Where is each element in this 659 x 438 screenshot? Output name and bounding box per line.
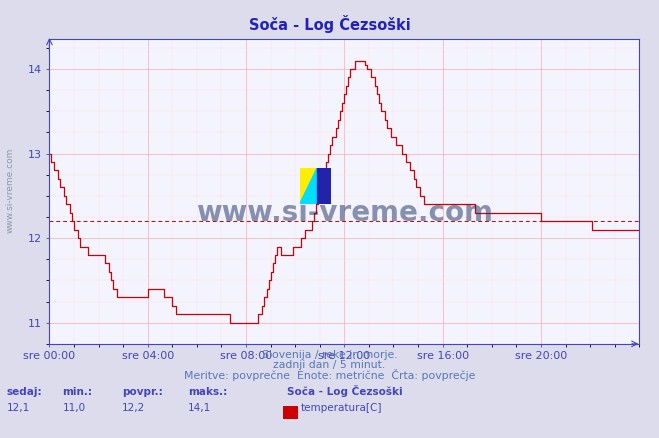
Polygon shape [317, 168, 331, 204]
Text: min.:: min.: [63, 387, 93, 397]
Polygon shape [300, 168, 317, 204]
Text: www.si-vreme.com: www.si-vreme.com [196, 199, 493, 227]
Text: Soča - Log Čezsoški: Soča - Log Čezsoški [248, 15, 411, 33]
Text: 12,2: 12,2 [122, 403, 145, 413]
Text: Meritve: povprečne  Enote: metrične  Črta: povprečje: Meritve: povprečne Enote: metrične Črta:… [184, 369, 475, 381]
Text: maks.:: maks.: [188, 387, 227, 397]
Text: 14,1: 14,1 [188, 403, 211, 413]
Text: Slovenija / reke in morje.: Slovenija / reke in morje. [262, 350, 397, 360]
Text: temperatura[C]: temperatura[C] [301, 403, 383, 413]
Text: www.si-vreme.com: www.si-vreme.com [5, 148, 14, 233]
Text: zadnji dan / 5 minut.: zadnji dan / 5 minut. [273, 360, 386, 370]
Text: 11,0: 11,0 [63, 403, 86, 413]
Polygon shape [300, 168, 317, 204]
Text: povpr.:: povpr.: [122, 387, 163, 397]
Text: 12,1: 12,1 [7, 403, 30, 413]
Text: sedaj:: sedaj: [7, 387, 42, 397]
Text: Soča - Log Čezsoški: Soča - Log Čezsoški [287, 385, 402, 397]
